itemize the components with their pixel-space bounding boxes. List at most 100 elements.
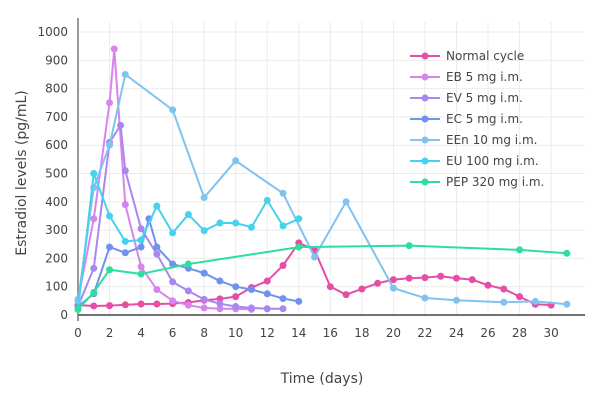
data-point xyxy=(184,211,192,219)
data-point xyxy=(153,250,161,258)
legend-marker xyxy=(421,94,429,102)
data-point xyxy=(153,202,161,210)
data-point xyxy=(90,302,98,310)
data-point xyxy=(121,301,129,309)
data-point xyxy=(137,236,145,244)
data-point xyxy=(153,243,161,251)
y-tick-label: 1000 xyxy=(37,25,68,39)
data-point xyxy=(279,305,287,313)
data-point xyxy=(389,276,397,284)
series-0 xyxy=(74,239,555,310)
data-point xyxy=(500,285,508,293)
x-tick-label: 30 xyxy=(543,326,558,340)
x-axis-label: Time (days) xyxy=(280,371,364,387)
data-point xyxy=(389,284,397,292)
data-point xyxy=(169,106,177,114)
data-point xyxy=(106,212,114,220)
data-point xyxy=(137,300,145,308)
data-point xyxy=(216,305,224,313)
legend: Normal cycle EB 5 mg i.m. EV 5 mg i.m. EC 5… xyxy=(410,49,544,189)
series-line xyxy=(77,244,567,311)
x-tick-label: 4 xyxy=(137,326,145,340)
data-point xyxy=(232,157,240,165)
data-point xyxy=(90,264,98,272)
data-point xyxy=(200,304,208,312)
data-point xyxy=(247,286,255,294)
data-point xyxy=(437,272,445,280)
data-point xyxy=(121,167,129,175)
x-tick-label: 0 xyxy=(74,326,82,340)
data-point xyxy=(216,277,224,285)
data-point xyxy=(153,286,161,294)
legend-marker xyxy=(421,115,429,123)
data-point xyxy=(200,295,208,303)
data-point xyxy=(121,249,129,257)
y-tick-label: 100 xyxy=(45,280,68,294)
legend-entry: EU 100 mg i.m. xyxy=(446,154,539,168)
legend-marker xyxy=(421,178,429,186)
legend-entry: EV 5 mg i.m. xyxy=(446,91,523,105)
data-point xyxy=(232,303,240,311)
data-point xyxy=(295,297,303,305)
legend-entry: EEn 10 mg i.m. xyxy=(446,133,537,147)
legend-entry: EC 5 mg i.m. xyxy=(446,112,523,126)
data-point xyxy=(468,276,476,284)
x-tick-label: 20 xyxy=(386,326,401,340)
data-point xyxy=(106,141,114,149)
data-point xyxy=(121,201,129,209)
legend-marker xyxy=(421,52,429,60)
data-point xyxy=(247,304,255,312)
x-tick-label: 6 xyxy=(169,326,177,340)
data-point xyxy=(169,297,177,305)
data-point xyxy=(279,295,287,303)
data-point xyxy=(121,237,129,245)
legend-entry: PEP 320 mg i.m. xyxy=(446,175,544,189)
x-tick-label: 26 xyxy=(480,326,495,340)
y-tick-label: 700 xyxy=(45,110,68,124)
data-point xyxy=(216,295,224,303)
x-tick-label: 18 xyxy=(354,326,369,340)
data-point xyxy=(121,70,129,78)
data-point xyxy=(358,285,366,293)
data-point xyxy=(216,219,224,227)
data-point xyxy=(200,269,208,277)
data-point xyxy=(137,243,145,251)
data-point xyxy=(200,227,208,235)
series-6 xyxy=(74,242,571,313)
data-point xyxy=(279,189,287,197)
data-point xyxy=(263,290,271,298)
y-tick-label: 800 xyxy=(45,82,68,96)
data-point xyxy=(106,302,114,310)
data-point xyxy=(106,266,114,274)
data-point xyxy=(421,274,429,282)
data-point xyxy=(263,277,271,285)
data-point xyxy=(184,287,192,295)
data-point xyxy=(374,279,382,287)
data-point xyxy=(117,121,125,129)
data-point xyxy=(137,270,145,278)
x-tick-label: 8 xyxy=(200,326,208,340)
data-point xyxy=(184,301,192,309)
legend-entry: Normal cycle xyxy=(446,49,524,63)
data-point xyxy=(342,198,350,206)
data-point xyxy=(184,260,192,268)
data-point xyxy=(90,215,98,223)
data-point xyxy=(169,229,177,237)
data-point xyxy=(232,219,240,227)
x-tick-label: 22 xyxy=(417,326,432,340)
data-point xyxy=(484,281,492,289)
data-point xyxy=(106,99,114,107)
data-point xyxy=(137,263,145,271)
data-point xyxy=(563,300,571,308)
y-tick-label: 300 xyxy=(45,223,68,237)
data-point xyxy=(279,222,287,230)
data-point xyxy=(279,261,287,269)
y-axis-label: Estradiol levels (pg/mL) xyxy=(14,90,30,256)
data-point xyxy=(452,274,460,282)
data-point xyxy=(232,283,240,291)
data-point xyxy=(421,294,429,302)
y-tick-label: 500 xyxy=(45,167,68,181)
y-tick-label: 200 xyxy=(45,251,68,265)
